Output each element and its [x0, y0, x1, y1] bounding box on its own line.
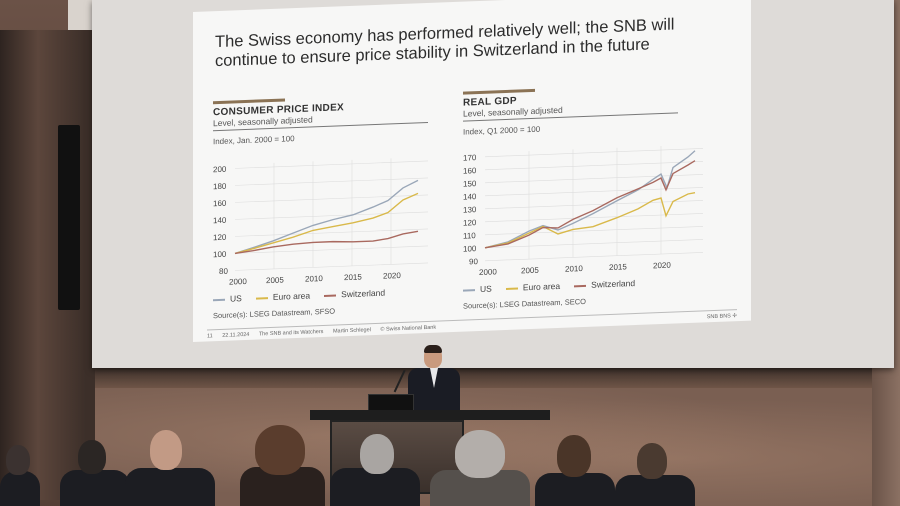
presenter-hair: [424, 345, 442, 353]
footer-page: 11: [207, 333, 213, 340]
legend-euro-label: Euro area: [522, 280, 561, 293]
audience-member: [615, 443, 695, 506]
legend-ch-label: Switzerland: [341, 287, 386, 300]
legend-us: US: [463, 284, 492, 295]
legend-us-label: US: [230, 293, 242, 304]
legend-us: US: [213, 293, 242, 304]
gdp-ytick-8: 90: [469, 257, 478, 266]
gdp-ytick-1: 160: [463, 166, 477, 176]
gdp-us-line: [484, 150, 696, 249]
gdp-ytick-4: 130: [463, 205, 477, 215]
cpi-ytick-3: 140: [213, 216, 227, 226]
audience-member: [60, 440, 130, 506]
footer-brand: SNB BNS ✢: [706, 313, 737, 321]
footer-speaker: Martin Schlegel: [332, 327, 371, 335]
presenter-shirt: [430, 368, 438, 388]
gdp-ytick-6: 110: [463, 231, 476, 241]
left-pillar: [0, 30, 98, 500]
panel-accent: [213, 98, 285, 105]
cpi-ytick-2: 160: [213, 199, 227, 209]
gdp-xtick-3: 2015: [609, 262, 627, 272]
gdp-xtick-4: 2020: [653, 261, 671, 271]
gdp-euro-line: [484, 192, 696, 249]
cpi-us-line: [234, 179, 419, 255]
audience-member: [240, 425, 325, 506]
cpi-xtick-3: 2015: [344, 272, 362, 282]
gdp-ytick-5: 120: [463, 218, 477, 228]
legend-euro: Euro area: [255, 290, 311, 302]
audience-member: [125, 430, 215, 506]
footer-date: 22.11.2024: [222, 331, 250, 339]
gdp-ytick-7: 100: [463, 244, 477, 254]
wall-cornice: [95, 368, 872, 388]
cpi-ytick-6: 80: [219, 267, 228, 276]
cpi-xtick-4: 2020: [383, 271, 401, 281]
cpi-xtick-2: 2010: [305, 274, 323, 284]
loudspeaker: [58, 125, 80, 310]
gdp-panel: REAL GDP Level, seasonally adjusted Inde…: [463, 82, 713, 302]
gdp-ch-line: [484, 160, 696, 249]
audience-member: [430, 430, 530, 506]
cpi-panel: CONSUMER PRICE INDEX Level, seasonally a…: [213, 92, 463, 312]
gdp-xtick-1: 2005: [521, 266, 539, 276]
legend-euro: Euro area: [505, 280, 561, 293]
legend-euro-label: Euro area: [272, 290, 311, 302]
cpi-ytick-4: 120: [213, 233, 227, 243]
cpi-ytick-5: 100: [213, 250, 227, 260]
panel-accent: [463, 88, 535, 95]
gdp-ytick-3: 140: [463, 192, 477, 202]
audience-member: [535, 435, 615, 506]
lectern-top: [310, 410, 550, 420]
presenter: [408, 345, 460, 412]
gdp-unit: Index, Q1 2000 = 100: [463, 124, 541, 137]
audience-member: [0, 445, 40, 506]
legend-ch-label: Switzerland: [591, 278, 636, 290]
presentation-slide: The Swiss economy has performed relative…: [193, 0, 751, 342]
cpi-xtick-0: 2000: [229, 277, 247, 286]
audience: [0, 425, 900, 506]
cpi-ch-line: [234, 230, 419, 255]
cpi-ytick-1: 180: [213, 182, 227, 192]
audience-member: [330, 430, 420, 506]
legend-us-label: US: [480, 283, 492, 294]
cpi-xtick-1: 2005: [266, 275, 284, 285]
gdp-chart: 170 160 150 140 130 120 110 100 90 2000 …: [463, 146, 703, 277]
slide-title: The Swiss economy has performed relative…: [215, 13, 735, 71]
cpi-euro-line: [234, 192, 419, 255]
gdp-ytick-0: 170: [463, 153, 477, 163]
gdp-xtick-2: 2010: [565, 264, 583, 274]
cpi-ytick-0: 200: [213, 165, 227, 175]
cpi-chart: 200 180 160 140 120 100 80 2000 2005 201…: [213, 158, 428, 286]
cpi-unit: Index, Jan. 2000 = 100: [213, 134, 295, 147]
footer-copyright: © Swiss National Bank: [380, 324, 437, 333]
gdp-ytick-2: 150: [463, 179, 477, 189]
gdp-xtick-0: 2000: [479, 267, 497, 276]
footer-event: The SNB and its Watchers: [258, 328, 324, 338]
